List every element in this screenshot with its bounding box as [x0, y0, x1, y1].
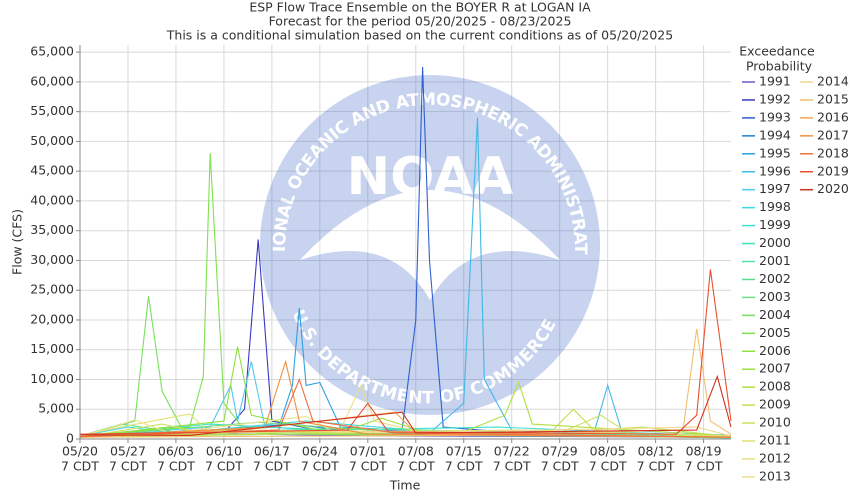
legend-title: Probability: [746, 59, 813, 74]
legend-label: 2015: [817, 91, 849, 106]
legend-label: 2004: [759, 307, 791, 322]
x-tick-label: 7 CDT: [445, 459, 483, 474]
x-tick-label: 7 CDT: [397, 459, 435, 474]
series-line: [79, 374, 732, 436]
series-lines: [79, 66, 732, 439]
legend-label: 2016: [817, 109, 849, 124]
x-axis-title: Time: [389, 478, 421, 493]
series-line: [79, 117, 732, 437]
legend-label: 2007: [759, 361, 791, 376]
x-tick-label: 05/27: [110, 444, 146, 459]
legend-label: 1994: [759, 127, 791, 142]
y-tick-label: 25,000: [30, 282, 74, 297]
x-tick-label: 7 CDT: [589, 459, 627, 474]
x-tick-label: 06/03: [158, 444, 194, 459]
legend-title: Exceedance: [739, 44, 815, 59]
x-tick-label: 7 CDT: [61, 459, 99, 474]
series-line: [79, 328, 732, 438]
y-tick-label: 5,000: [38, 401, 74, 416]
y-tick-label: 60,000: [30, 73, 74, 88]
watermark-bird: [300, 190, 560, 300]
x-tick-label: 06/17: [254, 444, 290, 459]
title-block: ESP Flow Trace Ensemble on the BOYER R a…: [166, 0, 673, 43]
y-tick-label: 40,000: [30, 192, 74, 207]
y-tick-label: 45,000: [30, 163, 74, 178]
x-tick-label: 7 CDT: [541, 459, 579, 474]
legend-label: 2019: [817, 163, 849, 178]
y-tick-label: 50,000: [30, 133, 74, 148]
watermark-logo: NOAA: [347, 147, 514, 207]
legend-label: 2011: [759, 433, 791, 448]
x-tick-label: 7 CDT: [205, 459, 243, 474]
legend-label: 2010: [759, 415, 791, 430]
x-tick-label: 05/20: [62, 444, 98, 459]
x-tick-label: 07/29: [542, 444, 578, 459]
x-tick-label: 7 CDT: [493, 459, 531, 474]
chart-title: ESP Flow Trace Ensemble on the BOYER R a…: [249, 0, 591, 15]
legend-label: 2009: [759, 397, 791, 412]
legend-label: 2006: [759, 343, 791, 358]
legend-label: 1995: [759, 145, 791, 160]
legend-label: 1992: [759, 91, 791, 106]
x-tick-label: 07/08: [398, 444, 434, 459]
x-tick-label: 7 CDT: [109, 459, 147, 474]
x-tick-label: 7 CDT: [301, 459, 339, 474]
x-tick-label: 7 CDT: [349, 459, 387, 474]
chart-subtitle: Forecast for the period 05/20/2025 - 08/…: [269, 14, 572, 29]
legend-label: 2000: [759, 235, 791, 250]
series-line: [79, 153, 732, 438]
legend-label: 1999: [759, 217, 791, 232]
y-tick-label: 20,000: [30, 311, 74, 326]
legend-label: 2002: [759, 271, 791, 286]
legend-label: 2017: [817, 127, 849, 142]
x-tick-label: 08/05: [590, 444, 626, 459]
legend-label: 2012: [759, 450, 791, 465]
legend-label: 2005: [759, 325, 791, 340]
legend-label: 2008: [759, 379, 791, 394]
legend-label: 1991: [759, 74, 791, 89]
x-tick-label: 06/24: [302, 444, 338, 459]
legend: Exceedance Probability 1991 1992 1993 1994 1…: [739, 44, 849, 484]
y-tick-label: 30,000: [30, 252, 74, 267]
legend-label: 1996: [759, 163, 791, 178]
x-tick-label: 08/19: [686, 444, 722, 459]
legend-label: 2018: [817, 145, 849, 160]
watermark-disc: [260, 75, 600, 415]
legend-label: 1993: [759, 109, 791, 124]
y-tick-label: 35,000: [30, 222, 74, 237]
plot-area: [80, 45, 731, 439]
x-tick-label: 7 CDT: [637, 459, 675, 474]
x-tick-label: 06/10: [206, 444, 242, 459]
legend-label: 2020: [817, 181, 849, 196]
legend-label: 2013: [759, 468, 791, 483]
x-tick-label: 7 CDT: [253, 459, 291, 474]
legend-label: 2003: [759, 289, 791, 304]
x-tick-label: 07/01: [350, 444, 386, 459]
axes: 0 5,000 10,000 15,000 20,000 25,000 30,000 35,0…: [30, 44, 731, 474]
y-tick-label: 55,000: [30, 103, 74, 118]
y-tick-label: 10,000: [30, 371, 74, 386]
x-tick-label: 07/15: [446, 444, 482, 459]
y-tick-label: 15,000: [30, 341, 74, 356]
x-tick-label: 7 CDT: [685, 459, 723, 474]
y-tick-label: 65,000: [30, 44, 74, 59]
legend-label: 2014: [817, 74, 849, 89]
x-tick-label: 7 CDT: [157, 459, 195, 474]
legend-label: 1997: [759, 181, 791, 196]
series-line: [79, 359, 732, 438]
legend-label: 2001: [759, 253, 791, 268]
chart-subtitle: This is a conditional simulation based o…: [166, 28, 673, 43]
x-tick-label: 08/12: [638, 444, 674, 459]
y-axis-title: Flow (CFS): [10, 209, 25, 275]
legend-label: 1998: [759, 199, 791, 214]
x-tick-label: 07/22: [494, 444, 530, 459]
y-tick-label: 0: [66, 431, 74, 446]
series-line: [79, 269, 732, 435]
